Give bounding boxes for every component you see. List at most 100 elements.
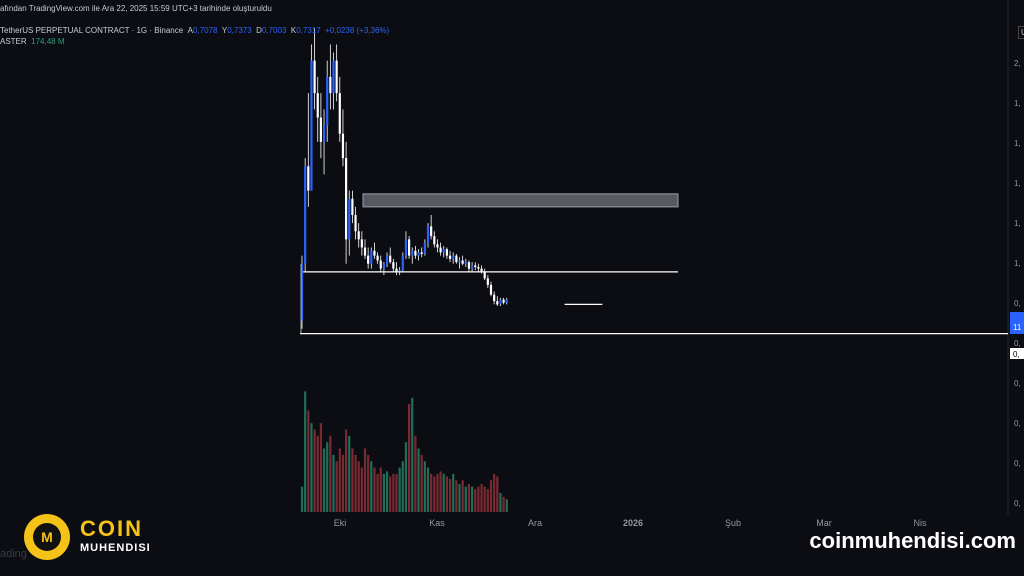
volume-bar-21: [367, 454, 370, 512]
volume-bar-19: [360, 467, 363, 512]
volume-bar-58: [483, 486, 486, 512]
change-value: +0,0238 (+3,36%): [325, 26, 390, 35]
y-tick-label-8: 0,: [1014, 379, 1021, 388]
candle-body-28: [389, 255, 392, 263]
volume-bar-20: [363, 448, 367, 512]
candle-body-0: [300, 263, 304, 321]
candle-body-8: [326, 76, 329, 126]
volume-bar-14: [345, 429, 348, 512]
candle-body-9: [329, 76, 332, 94]
volume-bar-7: [322, 448, 326, 512]
volume-bar-61: [493, 473, 496, 512]
y-tick-label-1: 1,: [1014, 99, 1021, 108]
candle-body-41: [430, 226, 433, 237]
volume-bar-26: [382, 473, 385, 512]
volume-bar-22: [370, 461, 373, 512]
candle-body-35: [411, 250, 414, 256]
candle-body-3: [310, 60, 313, 191]
currency-button[interactable]: US: [1018, 26, 1024, 39]
volume-bar-40: [426, 467, 430, 512]
volume-legend: ASTER 174,48 M: [0, 37, 64, 46]
candle-body-51: [461, 260, 464, 264]
volume-bar-35: [411, 397, 414, 512]
volume-bar-18: [357, 461, 360, 512]
candle-body-26: [382, 263, 385, 269]
candle-body-34: [408, 239, 411, 256]
volume-bar-6: [319, 423, 322, 512]
candle-body-37: [417, 252, 420, 256]
volume-value: 174,48 M: [31, 37, 65, 46]
volume-bar-46: [445, 476, 448, 512]
volume-bar-17: [354, 454, 357, 512]
volume-bar-23: [373, 467, 376, 512]
candle-body-57: [480, 268, 483, 272]
volume-bar-54: [471, 486, 474, 512]
volume-bar-5: [316, 435, 319, 512]
low-label: D: [256, 26, 262, 35]
candle-body-48: [452, 255, 455, 259]
candle-body-55: [474, 265, 477, 267]
volume-bar-37: [417, 448, 420, 512]
candle-body-20: [363, 247, 367, 256]
candle-body-49: [455, 255, 458, 263]
candle-body-27: [385, 255, 389, 264]
volume-bar-49: [455, 480, 458, 512]
volume-label: ASTER: [0, 37, 27, 46]
candle-body-14: [345, 158, 348, 240]
candle-body-10: [332, 60, 335, 94]
candle-body-2: [307, 166, 310, 191]
candle-body-46: [445, 249, 448, 256]
candle-body-16: [351, 198, 354, 215]
y-tick-label-7: 0,: [1014, 339, 1021, 348]
volume-bar-55: [474, 489, 477, 512]
candle-body-45: [442, 249, 445, 253]
coin-muhendisi-logo-icon: M: [24, 514, 70, 560]
x-tick-label-1: Kas: [429, 518, 445, 528]
last-price-tag-text: 11: [1013, 323, 1022, 332]
candle-body-24: [376, 255, 379, 261]
volume-bar-45: [442, 473, 445, 512]
tradingview-watermark: ading: [0, 548, 27, 560]
brand-name: COIN: [80, 516, 143, 541]
volume-bar-42: [433, 476, 436, 512]
candle-body-56: [477, 267, 480, 269]
resistance-zone-0: [362, 193, 679, 208]
volume-bar-31: [398, 467, 401, 512]
candle-body-22: [370, 250, 373, 264]
open-value: 0,7078: [192, 26, 218, 35]
candle-body-30: [395, 268, 398, 272]
candle-body-21: [367, 255, 370, 264]
volume-bar-65: [505, 499, 508, 512]
y-tick-label-4: 1,: [1014, 219, 1021, 228]
volume-bar-33: [404, 442, 408, 512]
volume-bar-50: [458, 484, 461, 512]
y-tick-label-2: 1,: [1014, 139, 1021, 148]
volume-bar-57: [480, 484, 483, 512]
candle-body-5: [316, 93, 319, 118]
candle-body-38: [420, 252, 423, 254]
logo-letter: M: [33, 523, 61, 551]
volume-bar-3: [310, 423, 313, 512]
y-tick-label-5: 1,: [1014, 259, 1021, 268]
volume-bar-56: [477, 486, 480, 512]
volume-bar-9: [329, 435, 332, 512]
candle-body-53: [467, 262, 471, 269]
candle-body-32: [401, 255, 404, 271]
volume-bar-25: [379, 467, 382, 512]
site-url: coinmuhendisi.com: [809, 528, 1016, 553]
volume-bar-8: [326, 442, 329, 512]
candle-body-47: [448, 255, 452, 259]
volume-bar-39: [423, 461, 426, 512]
volume-bar-59: [486, 489, 489, 512]
volume-bar-2: [307, 410, 310, 512]
x-tick-label-2: Ara: [528, 518, 542, 528]
volume-bar-13: [341, 454, 345, 512]
candle-body-31: [398, 270, 401, 272]
candle-body-23: [373, 250, 376, 256]
y-tick-label-10: 0,: [1014, 459, 1021, 468]
candle-body-54: [471, 265, 474, 269]
close-value: 0,7317: [296, 26, 321, 35]
volume-bar-53: [467, 484, 471, 512]
close-label: K: [290, 26, 297, 35]
